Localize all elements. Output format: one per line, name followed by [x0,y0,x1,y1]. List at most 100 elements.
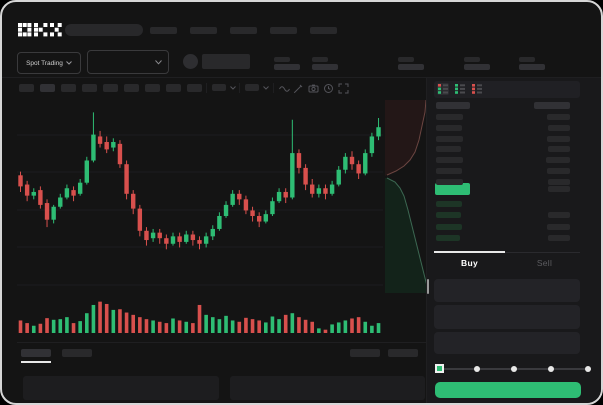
divider [273,83,274,93]
clock-icon[interactable] [323,83,334,94]
bid-row-price[interactable] [436,223,462,230]
ask-row-amount[interactable] [547,168,570,174]
search-input[interactable] [65,24,143,36]
book-both-icon[interactable] [437,83,449,95]
buy-tab-underline [434,251,505,253]
timeframe-button[interactable] [187,84,202,92]
pair-type-label: Spot Trading [26,59,63,67]
bid-row-amount[interactable] [548,235,570,242]
nav-item-placeholder[interactable] [230,27,257,34]
camera-icon[interactable] [308,83,319,94]
orderbook-amount-header [534,102,570,109]
orderbook-amount-placeholder [548,186,570,192]
ask-row-amount[interactable] [548,178,570,185]
orderbook-toolbar [434,81,580,98]
divider [434,252,580,253]
bid-row-amount[interactable] [548,212,570,219]
chevron-down-icon [155,60,162,65]
timeframe-button[interactable] [103,84,118,92]
timeframe-button[interactable] [82,84,97,92]
amount-slider-handle[interactable] [435,364,444,373]
scrollbar-thumb[interactable] [427,279,429,294]
divider [17,342,426,343]
ask-row-amount[interactable] [546,157,570,164]
bottom-action-placeholder[interactable] [350,349,380,357]
tab-buy[interactable]: Buy [461,258,478,268]
nav-placeholders [150,27,337,34]
ask-row-amount[interactable] [547,114,570,120]
okx-logo [18,23,62,38]
timeframe-button[interactable] [19,84,34,92]
bottom-action-placeholder[interactable] [388,349,418,357]
market-pair-select[interactable] [87,50,169,74]
timeframe-button[interactable] [166,84,181,92]
bottom-tab-underline [21,361,51,363]
ticker-stat-label-placeholder [312,57,328,62]
slider-dot[interactable] [584,366,591,372]
ticker-stat-label-placeholder [519,57,535,62]
ticker-stat-value-placeholder [519,64,545,70]
overlay-dropdown[interactable] [245,84,269,91]
ask-row-price[interactable] [436,157,463,164]
ticker-stat-value-placeholder [312,64,338,70]
bottom-panel [230,376,425,400]
order-amount-input[interactable] [434,305,580,329]
chevron-down-icon [66,61,72,65]
ticker-stat-label-placeholder [398,57,414,62]
slider-dot[interactable] [473,366,480,372]
ticker-stat-label-placeholder [274,57,290,62]
timeframe-button[interactable] [61,84,76,92]
bid-row-amount[interactable] [547,223,570,230]
ask-row-price[interactable] [436,124,462,131]
token-icon [183,54,198,69]
ask-row-amount[interactable] [548,146,570,153]
chevron-down-icon [230,85,236,90]
ask-row-amount[interactable] [548,124,570,131]
indicator-dropdown[interactable] [212,84,236,91]
last-price-highlight[interactable] [435,183,470,195]
book-buy-icon[interactable] [454,83,466,95]
bottom-panel [23,376,219,400]
timeframe-button[interactable] [40,84,55,92]
ticker-stat-label-placeholder [464,57,480,62]
ask-row-price[interactable] [436,114,463,120]
order-price-input[interactable] [434,279,580,302]
book-sell-icon[interactable] [471,83,483,95]
ticker-stat-value-placeholder [398,64,424,70]
tab-sell[interactable]: Sell [536,258,553,268]
slider-dot[interactable] [510,366,517,372]
pair-type-selector[interactable]: Spot Trading [17,52,81,74]
bottom-tab[interactable] [62,349,92,357]
ask-row-amount[interactable] [547,135,570,142]
timeframe-button[interactable] [124,84,139,92]
ticker-stat-value-placeholder [464,64,490,70]
candlestick-chart-canvas[interactable] [17,101,383,293]
divider [206,83,207,93]
divider [2,77,601,78]
bid-row-price[interactable] [436,212,461,219]
order-total-input[interactable] [434,332,580,354]
bid-row-price[interactable] [436,201,462,207]
nav-item-placeholder[interactable] [150,27,177,34]
ask-row-price[interactable] [436,146,461,153]
ticker-stat-value-placeholder [274,64,300,70]
divider [239,83,240,93]
bottom-tab-active[interactable] [21,349,51,357]
nav-item-placeholder[interactable] [190,27,217,34]
orderbook-mode-icons [437,83,483,95]
fullscreen-icon[interactable] [338,83,349,94]
ask-row-price[interactable] [436,168,462,174]
ask-row-price[interactable] [436,178,463,185]
nav-item-placeholder[interactable] [310,27,337,34]
draw-icon[interactable] [293,83,304,94]
last-price-placeholder [202,54,250,69]
timeframe-button[interactable] [145,84,160,92]
nav-item-placeholder[interactable] [270,27,297,34]
volume-bars [18,301,381,333]
line-type-icon[interactable] [279,83,290,94]
buy-button[interactable] [435,382,581,398]
bid-row-price[interactable] [436,235,460,242]
slider-dot[interactable] [547,366,554,372]
ask-row-price[interactable] [436,135,463,142]
